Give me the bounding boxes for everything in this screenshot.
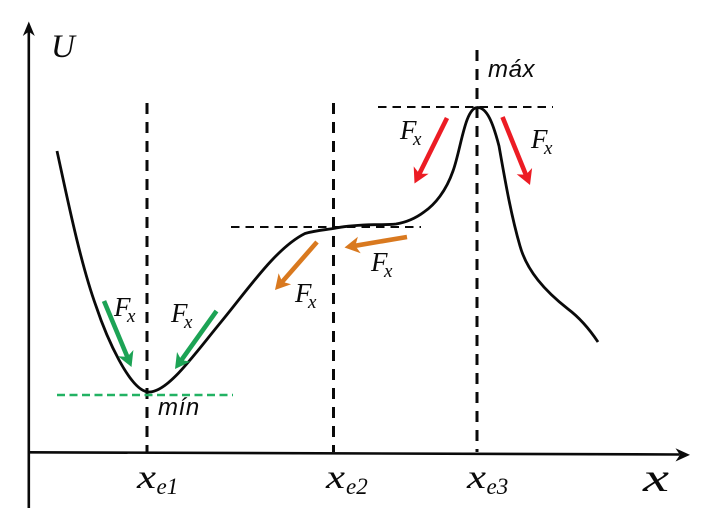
svg-text:x: x (126, 306, 136, 327)
svg-text:U: U (51, 29, 77, 65)
svg-text:x: x (136, 459, 156, 496)
svg-text:F: F (113, 292, 131, 322)
svg-text:x: x (412, 129, 422, 150)
svg-text:F: F (399, 115, 417, 145)
svg-text:x: x (325, 459, 345, 496)
svg-text:máx: máx (488, 56, 536, 83)
svg-text:e3: e3 (487, 474, 509, 499)
svg-text:x: x (466, 459, 486, 496)
svg-text:x: x (307, 292, 317, 313)
svg-text:x: x (183, 312, 193, 333)
svg-text:F: F (294, 278, 312, 308)
svg-text:F: F (530, 124, 548, 154)
svg-text:x: x (383, 261, 393, 282)
svg-text:x: x (642, 455, 670, 500)
svg-text:mín: mín (158, 394, 200, 421)
svg-text:F: F (370, 247, 388, 277)
svg-text:e2: e2 (346, 474, 368, 499)
svg-text:F: F (170, 298, 188, 328)
svg-text:e1: e1 (157, 474, 179, 499)
svg-text:x: x (543, 138, 553, 159)
